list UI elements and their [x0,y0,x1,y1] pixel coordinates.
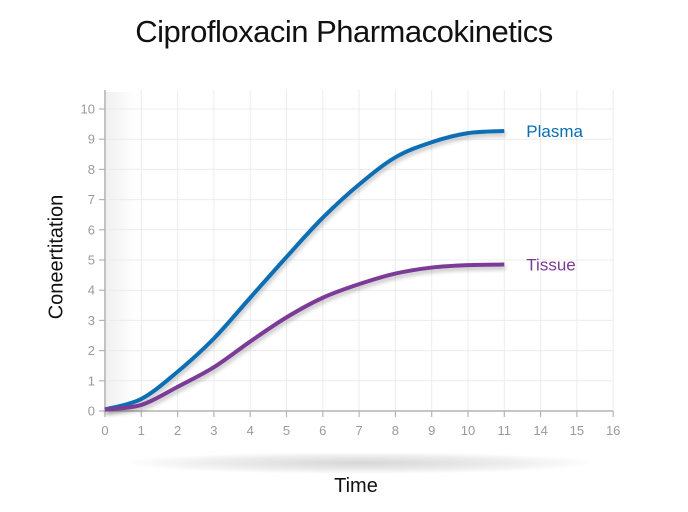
x-tick-label: 14 [533,423,547,438]
y-tick-label: 2 [88,343,95,358]
plasma-label: Plasma [526,122,583,141]
x-tick-label: 4 [247,423,254,438]
x-tick-label: 15 [570,423,584,438]
plasma-line [104,129,505,412]
y-tick-label: 5 [88,253,95,268]
y-tick-label: 8 [88,162,95,177]
tissue-line [104,262,505,412]
x-tick-label: 9 [428,423,435,438]
y-tick-label: 0 [88,404,95,419]
y-tick-label: 3 [88,313,95,328]
series-labels: Plasma Tissue [526,122,583,274]
x-tick-label: 0 [101,423,108,438]
x-tick-label: 7 [355,423,362,438]
plot-shade [106,92,136,410]
y-tick-label: 7 [88,192,95,207]
tissue-label: Tissue [526,256,575,275]
y-tick-label: 10 [81,102,95,117]
x-tick-label: 5 [283,423,290,438]
x-tick-label: 10 [461,423,475,438]
x-tick-label: 1 [138,423,145,438]
x-tick-label: 11 [498,423,512,438]
x-axis-ticks: 0 1 2 3 4 5 6 7 8 9 10 11 14 15 16 [101,411,620,438]
x-tick-label: 3 [210,423,217,438]
y-tick-label: 6 [88,222,95,237]
floor-shadow [125,452,595,474]
series-lines [104,129,505,412]
x-tick-label: 16 [606,423,620,438]
x-axis-label: Time [334,475,378,497]
y-tick-label: 1 [88,373,95,388]
y-axis-ticks: 0 1 2 3 4 5 6 7 8 9 10 [81,102,105,419]
y-tick-label: 4 [88,283,95,298]
chart-title: Ciprofloxacin Pharmacokinetics [135,14,553,49]
y-tick-label: 9 [88,132,95,147]
x-tick-label: 6 [319,423,326,438]
x-tick-label: 8 [392,423,399,438]
x-tick-label: 2 [174,423,181,438]
